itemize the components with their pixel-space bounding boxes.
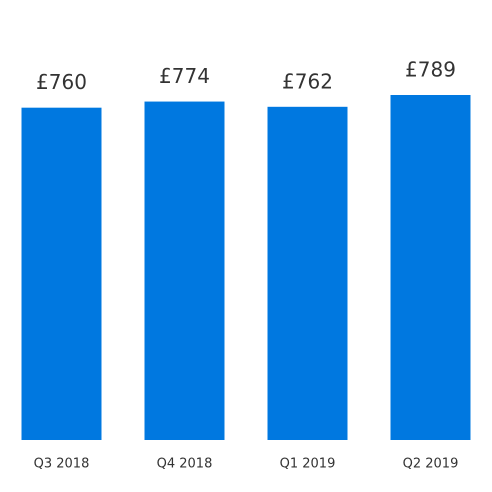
bar <box>21 107 102 441</box>
value-label: £760 <box>36 70 87 94</box>
x-tick-label: Q4 2018 <box>157 457 213 472</box>
value-label: £774 <box>159 64 210 88</box>
bar <box>267 106 348 440</box>
x-tick-label: Q3 2018 <box>34 457 90 472</box>
bar <box>144 101 225 441</box>
value-label: £762 <box>282 69 333 93</box>
bar <box>390 95 471 440</box>
value-label: £789 <box>405 58 456 82</box>
x-tick-label: Q1 2019 <box>280 457 336 472</box>
x-tick-label: Q2 2019 <box>403 457 459 472</box>
